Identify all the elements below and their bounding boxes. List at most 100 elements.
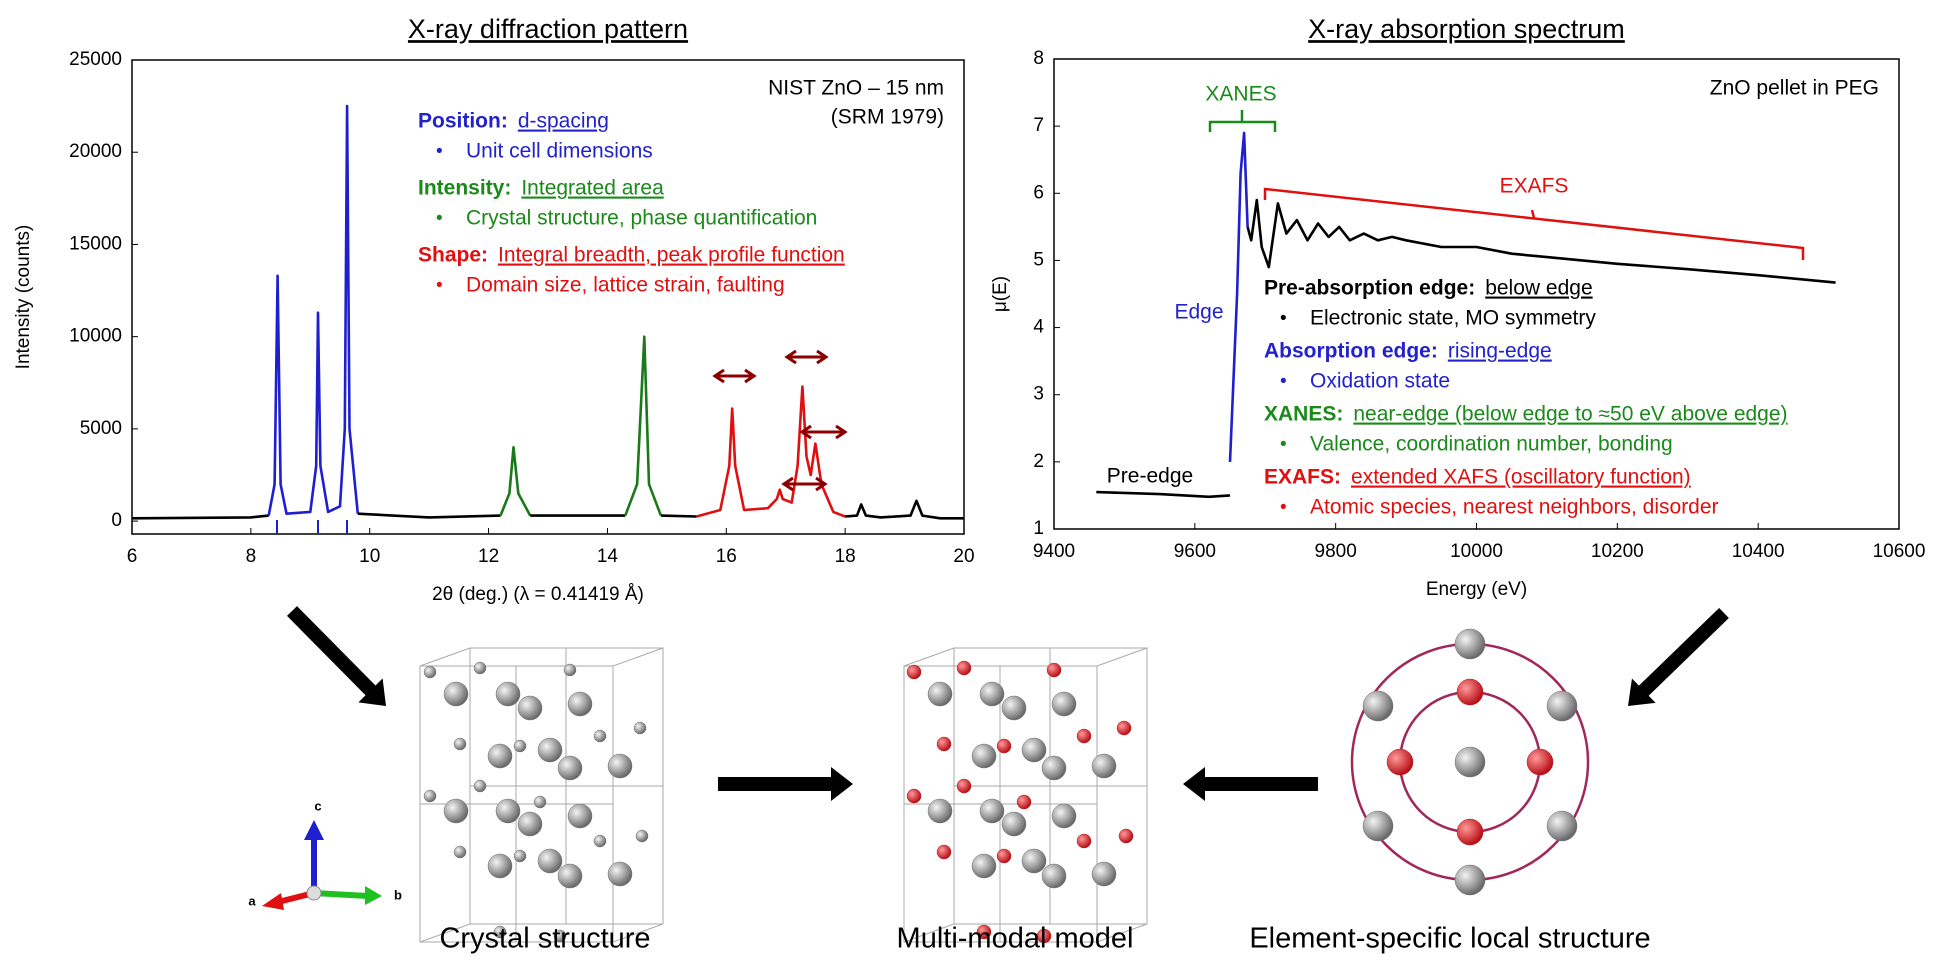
zn-atom [495,681,521,707]
edge-label: Edge [1174,301,1223,324]
zn-atom [557,755,583,781]
zn-atom [1546,690,1578,722]
y-tick-label: 0 [111,510,122,531]
zn-atom [533,795,547,809]
axis-name: a [248,893,256,908]
axis-name: c [314,798,321,813]
sample-label: NIST ZnO – 15 nm [768,77,944,100]
zn-atom [513,849,527,863]
zn-atom [1001,811,1027,837]
data-line [267,104,360,516]
axis-b-head [365,886,382,905]
zn-atom [607,861,633,887]
o-atom [1036,928,1052,944]
caption: Multi-modal model [897,923,1134,955]
exafs-label: EXAFS [1500,175,1569,198]
cell-edge [1096,923,1148,943]
note-label: XANES: [1264,403,1343,426]
plot-frame [1053,58,1900,530]
x-tick-label: 10 [359,546,380,567]
bullet: • [1280,308,1287,329]
bullet: • [436,275,443,296]
sample-label: (SRM 1979) [831,106,944,129]
x-tick-label: 18 [835,546,856,567]
zn-atom [443,681,469,707]
width-arrow [781,476,828,492]
x-axis-label: Energy (eV) [1426,579,1527,600]
data-line [1228,131,1249,462]
zn-atom [567,691,593,717]
note-label: EXAFS: [1264,466,1341,489]
y-tick-label: 6 [1033,182,1044,203]
zn-atom [927,681,953,707]
flow-arrow [1183,767,1318,801]
cell-edge [419,923,471,943]
y-tick-label: 2 [1033,451,1044,472]
o-atom [1526,748,1554,776]
caption: Crystal structure [439,923,650,955]
x-tick-label: 10000 [1450,541,1503,562]
zn-atom [927,798,953,824]
zn-atom [1021,848,1047,874]
data-line [499,446,532,517]
note-label: Shape: [418,244,488,267]
x-tick-label: 12 [478,546,499,567]
note-detail: near-edge (below edge to ≈50 eV above ed… [1353,403,1787,426]
data-line [660,514,697,518]
zn-atom [517,811,543,837]
o-atom [956,660,972,676]
o-atom [1456,678,1484,706]
zn-atom [635,829,649,843]
zn-atom [453,845,467,859]
zn-atom [553,929,567,943]
y-tick-label: 20000 [69,141,122,162]
note-label: Absorption edge: [1264,340,1438,363]
x-tick-label: 16 [716,546,737,567]
data-line [1246,198,1836,284]
y-tick-label: 8 [1033,48,1044,69]
y-tick-label: 3 [1033,384,1044,405]
zn-atom [557,863,583,889]
o-atom [1116,720,1132,736]
zn-atom [1454,746,1486,778]
zn-atom [593,729,607,743]
zn-atom [495,798,521,824]
note-detail: rising-edge [1448,340,1552,363]
zn-atom [423,665,437,679]
x-tick-label: 8 [246,546,257,567]
width-arrow [712,368,757,384]
zn-atom [593,834,607,848]
zn-atom [537,737,563,763]
zn-atom [423,789,437,803]
zn-atom [453,737,467,751]
zn-atom [607,753,633,779]
note-detail: Integral breadth, peak profile function [498,244,845,267]
y-tick-label: 5000 [80,418,122,439]
x-tick-label: 10200 [1591,541,1644,562]
note-bullet: Crystal structure, phase quantification [466,207,817,230]
x-tick-label: 6 [127,546,138,567]
zn-atom [473,661,487,675]
axis-origin [306,885,322,901]
note-detail: d-spacing [518,110,609,133]
zn-atom [1091,753,1117,779]
zn-atom [1051,803,1077,829]
flow-arrow [718,767,853,801]
zn-atom [971,853,997,879]
y-tick-label: 1 [1033,518,1044,539]
cell-edge [903,647,955,667]
note-bullet: Valence, coordination number, bonding [1310,433,1673,456]
o-atom [936,844,952,860]
x-tick-label: 9800 [1315,541,1357,562]
o-atom [1016,794,1032,810]
o-atom [1046,662,1062,678]
cell-edge [612,647,664,667]
note-detail: below edge [1485,277,1592,300]
note-bullet: Domain size, lattice strain, faulting [466,274,785,297]
x-tick-label: 9400 [1033,541,1075,562]
zn-atom [1091,861,1117,887]
note-bullet: Atomic species, nearest neighbors, disor… [1310,496,1719,519]
zn-atom [971,743,997,769]
axis-b [313,890,369,899]
bullet: • [1280,371,1287,392]
